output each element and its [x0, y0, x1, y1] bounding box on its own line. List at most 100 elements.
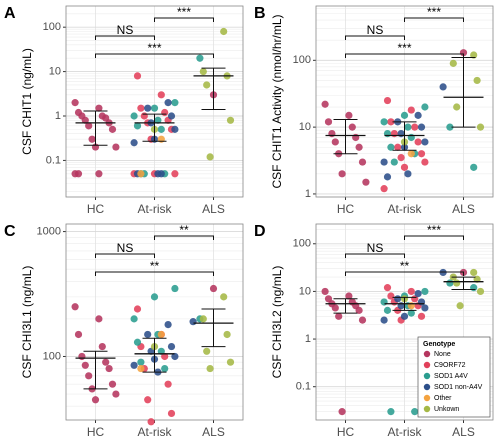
legend-swatch	[423, 383, 431, 391]
data-point	[196, 54, 204, 62]
panel-border	[65, 223, 244, 421]
data-point	[209, 284, 218, 293]
data-point	[95, 170, 103, 178]
significance-label: NS	[117, 23, 134, 37]
data-point	[390, 158, 398, 166]
x-tick-label: HC	[337, 202, 355, 216]
data-point	[358, 316, 367, 324]
data-point	[157, 125, 165, 133]
data-point	[338, 170, 346, 178]
data-point	[167, 112, 176, 120]
data-point	[459, 49, 468, 57]
data-point	[358, 158, 367, 166]
data-point	[417, 312, 426, 320]
data-point	[380, 316, 388, 324]
panel: HC At-risk ALS 100 1000 CSF CHI3L1 (ng/mL) C **…	[4, 223, 244, 439]
data-point	[105, 364, 113, 373]
data-point	[400, 312, 409, 320]
significance-label: ***	[177, 5, 191, 19]
data-point	[421, 158, 429, 166]
data-point	[383, 173, 392, 181]
data-point	[220, 293, 228, 301]
data-point	[421, 138, 429, 146]
data-point	[144, 104, 152, 112]
data-point	[400, 163, 409, 171]
data-point	[203, 347, 211, 355]
significance-label: **	[400, 259, 410, 273]
significance-bracket	[95, 253, 155, 258]
data-point	[140, 112, 148, 120]
significance-bracket	[345, 271, 464, 276]
data-point	[189, 318, 197, 326]
data-point	[74, 330, 83, 339]
data-point	[144, 330, 152, 339]
data-point	[130, 361, 138, 369]
data-point	[81, 361, 89, 369]
data-point	[348, 123, 356, 131]
data-point	[335, 312, 343, 320]
data-point	[380, 158, 388, 166]
x-tick-label: HC	[87, 202, 105, 216]
legend-swatch	[423, 361, 431, 369]
data-point	[394, 295, 402, 303]
data-point	[164, 99, 172, 107]
y-tick-label: 0.1	[296, 381, 311, 393]
data-point	[421, 287, 429, 296]
significance-label: ***	[397, 41, 411, 55]
x-tick-label: ALS	[452, 425, 475, 439]
data-point	[456, 302, 464, 310]
data-point	[164, 320, 172, 329]
data-point	[95, 315, 103, 323]
data-point	[383, 306, 392, 314]
data-point	[167, 409, 176, 418]
panel-border	[315, 5, 494, 198]
panel: HC At-risk ALS 0.1 1 10 100 CSF CHI3L2 (ng/mL) D…	[254, 223, 494, 439]
data-point	[321, 100, 329, 108]
data-point	[355, 306, 363, 314]
data-point	[78, 352, 86, 361]
data-point	[157, 347, 165, 355]
data-point	[476, 123, 485, 131]
significance-bracket	[345, 253, 405, 258]
y-tick-label: 100	[43, 350, 61, 362]
y-tick-label: 10	[299, 121, 311, 133]
legend-title: Genotype	[423, 341, 455, 348]
data-point	[321, 287, 329, 296]
data-point	[476, 287, 485, 296]
significance-bracket	[404, 17, 464, 22]
significance-bracket	[154, 235, 214, 240]
data-point	[470, 284, 478, 292]
data-point	[95, 104, 103, 112]
data-point	[133, 305, 142, 313]
y-axis-title: CSF CHIT1 (ng/mL)	[20, 48, 34, 155]
significance-label: **	[179, 223, 189, 237]
data-point	[133, 72, 142, 80]
data-point	[171, 284, 179, 293]
y-axis-title: CSF CHI3L1 (ng/mL)	[20, 266, 34, 379]
data-point	[473, 76, 481, 85]
data-point	[407, 150, 415, 158]
legend-swatch	[423, 394, 431, 402]
data-point	[411, 408, 419, 416]
data-point	[400, 111, 409, 119]
data-point	[223, 330, 231, 339]
data-point	[199, 67, 207, 76]
legend-label: SOD1 non-A4V	[434, 384, 483, 391]
significance-bracket	[95, 35, 155, 40]
significance-bracket	[95, 53, 214, 58]
data-point	[71, 303, 79, 311]
panel: HC At-risk ALS 0.1 1 10 100 CSF CHIT1 (ng/mL) A *…	[4, 5, 244, 216]
data-point	[81, 116, 89, 124]
x-tick-label: HC	[87, 425, 105, 439]
data-point	[206, 364, 214, 373]
y-tick-label: 10	[299, 285, 311, 297]
data-point	[411, 123, 419, 131]
data-point	[387, 118, 395, 126]
data-point	[130, 315, 138, 323]
legend-label: None	[434, 351, 451, 358]
data-point	[199, 315, 207, 323]
data-point	[417, 150, 426, 158]
panel-label: C	[4, 223, 16, 240]
data-point	[324, 118, 333, 126]
data-point	[171, 352, 179, 361]
